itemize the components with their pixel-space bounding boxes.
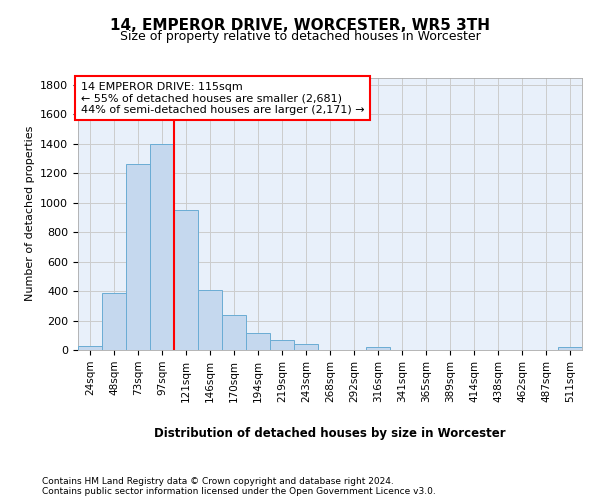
Bar — [150, 144, 174, 350]
Bar — [222, 316, 246, 350]
Bar — [102, 292, 126, 350]
Text: Distribution of detached houses by size in Worcester: Distribution of detached houses by size … — [154, 428, 506, 440]
Bar — [270, 340, 294, 350]
Text: 14 EMPEROR DRIVE: 115sqm
← 55% of detached houses are smaller (2,681)
44% of sem: 14 EMPEROR DRIVE: 115sqm ← 55% of detach… — [80, 82, 364, 115]
Bar — [246, 333, 270, 350]
Bar — [174, 210, 198, 350]
Bar — [558, 348, 582, 350]
Text: Contains HM Land Registry data © Crown copyright and database right 2024.: Contains HM Land Registry data © Crown c… — [42, 478, 394, 486]
Text: 14, EMPEROR DRIVE, WORCESTER, WR5 3TH: 14, EMPEROR DRIVE, WORCESTER, WR5 3TH — [110, 18, 490, 32]
Bar — [294, 344, 318, 350]
Bar — [198, 290, 222, 350]
Text: Size of property relative to detached houses in Worcester: Size of property relative to detached ho… — [119, 30, 481, 43]
Bar — [126, 164, 150, 350]
Bar — [78, 346, 102, 350]
Bar — [366, 348, 390, 350]
Y-axis label: Number of detached properties: Number of detached properties — [25, 126, 35, 302]
Text: Contains public sector information licensed under the Open Government Licence v3: Contains public sector information licen… — [42, 488, 436, 496]
